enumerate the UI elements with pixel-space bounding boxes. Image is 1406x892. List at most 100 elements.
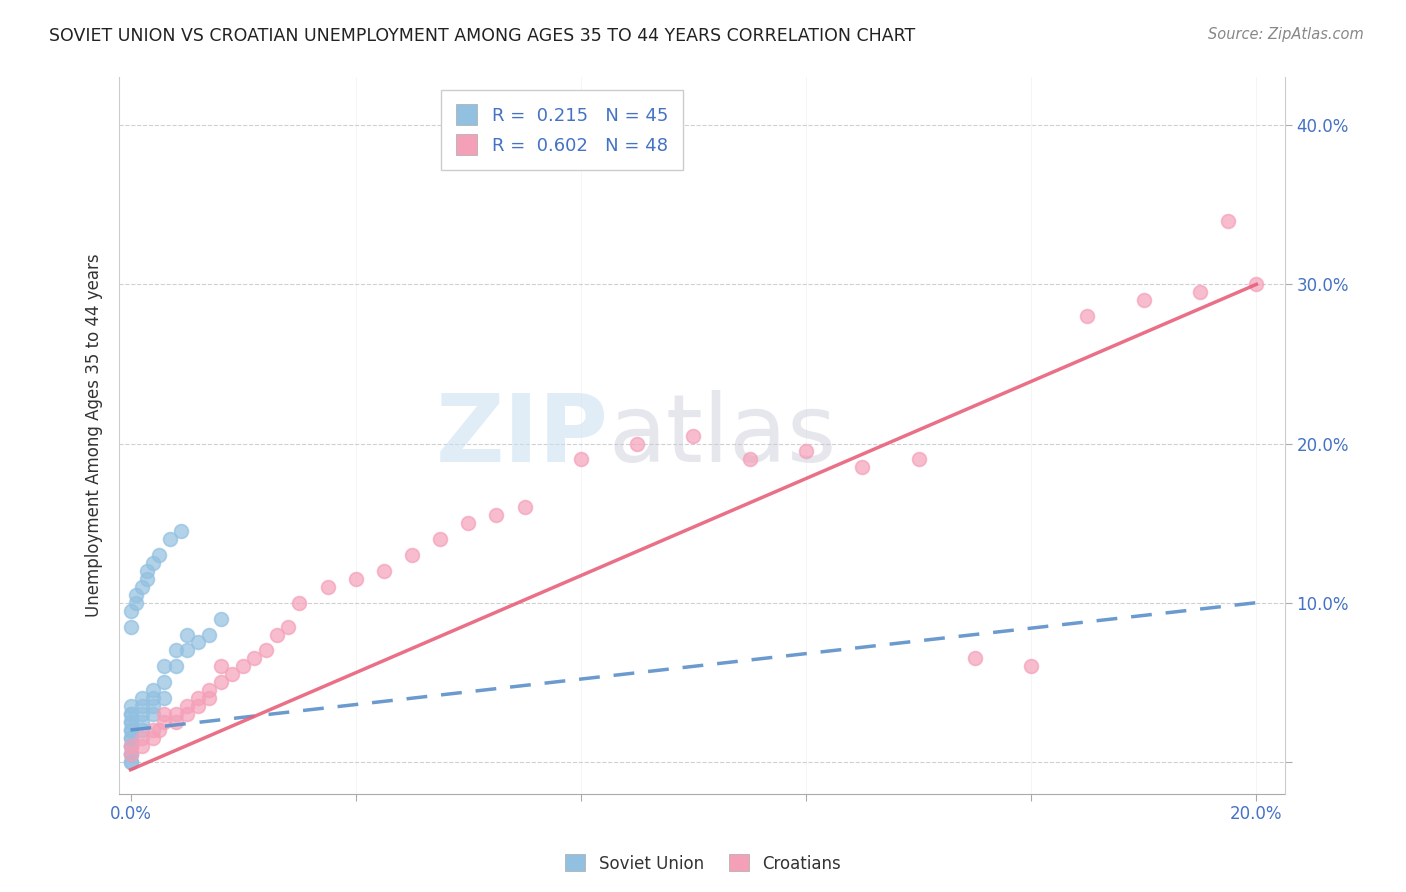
- Point: [136, 572, 159, 586]
- Point: [120, 707, 142, 722]
- Point: [187, 691, 209, 706]
- Point: [148, 723, 170, 737]
- Point: [170, 524, 193, 538]
- Point: [907, 452, 929, 467]
- Text: SOVIET UNION VS CROATIAN UNEMPLOYMENT AMONG AGES 35 TO 44 YEARS CORRELATION CHAR: SOVIET UNION VS CROATIAN UNEMPLOYMENT AM…: [49, 27, 915, 45]
- Point: [457, 516, 479, 530]
- Point: [131, 739, 153, 753]
- Point: [120, 739, 142, 753]
- Point: [485, 508, 508, 523]
- Point: [373, 564, 395, 578]
- Point: [120, 699, 142, 714]
- Point: [513, 500, 536, 515]
- Legend: Soviet Union, Croatians: Soviet Union, Croatians: [558, 847, 848, 880]
- Point: [429, 532, 451, 546]
- Point: [569, 452, 592, 467]
- Point: [288, 596, 311, 610]
- Point: [125, 588, 148, 602]
- Point: [176, 627, 198, 641]
- Point: [1133, 293, 1156, 308]
- Point: [131, 580, 153, 594]
- Point: [176, 699, 198, 714]
- Point: [142, 683, 165, 698]
- Point: [626, 436, 648, 450]
- Point: [187, 699, 209, 714]
- Point: [401, 548, 423, 562]
- Point: [120, 714, 142, 729]
- Point: [198, 627, 221, 641]
- Point: [794, 444, 817, 458]
- Point: [131, 699, 153, 714]
- Text: atlas: atlas: [609, 390, 837, 482]
- Point: [120, 619, 142, 633]
- Point: [232, 659, 254, 673]
- Point: [120, 723, 142, 737]
- Point: [738, 452, 761, 467]
- Point: [153, 714, 176, 729]
- Point: [316, 580, 339, 594]
- Point: [221, 667, 243, 681]
- Point: [165, 714, 187, 729]
- Point: [165, 643, 187, 657]
- Point: [1076, 309, 1098, 323]
- Point: [142, 707, 165, 722]
- Point: [120, 731, 142, 745]
- Legend: R =  0.215   N = 45, R =  0.602   N = 48: R = 0.215 N = 45, R = 0.602 N = 48: [441, 90, 683, 169]
- Point: [176, 707, 198, 722]
- Point: [1019, 659, 1042, 673]
- Point: [120, 747, 142, 761]
- Point: [120, 723, 142, 737]
- Point: [198, 683, 221, 698]
- Point: [142, 691, 165, 706]
- Point: [153, 675, 176, 690]
- Point: [153, 691, 176, 706]
- Point: [120, 747, 142, 761]
- Point: [120, 747, 142, 761]
- Point: [131, 691, 153, 706]
- Point: [142, 556, 165, 570]
- Point: [243, 651, 266, 665]
- Point: [131, 723, 153, 737]
- Point: [136, 564, 159, 578]
- Point: [277, 619, 299, 633]
- Text: ZIP: ZIP: [436, 390, 609, 482]
- Point: [148, 548, 170, 562]
- Point: [176, 643, 198, 657]
- Y-axis label: Unemployment Among Ages 35 to 44 years: Unemployment Among Ages 35 to 44 years: [86, 253, 103, 617]
- Point: [120, 731, 142, 745]
- Point: [120, 755, 142, 769]
- Point: [131, 731, 153, 745]
- Point: [120, 707, 142, 722]
- Point: [344, 572, 367, 586]
- Point: [209, 675, 232, 690]
- Point: [209, 611, 232, 625]
- Point: [963, 651, 986, 665]
- Point: [1189, 285, 1212, 300]
- Point: [1246, 277, 1268, 292]
- Point: [142, 699, 165, 714]
- Point: [198, 691, 221, 706]
- Point: [142, 731, 165, 745]
- Point: [682, 428, 704, 442]
- Point: [125, 596, 148, 610]
- Point: [120, 714, 142, 729]
- Point: [153, 707, 176, 722]
- Point: [165, 707, 187, 722]
- Point: [159, 532, 181, 546]
- Point: [120, 604, 142, 618]
- Point: [120, 755, 142, 769]
- Point: [266, 627, 288, 641]
- Point: [120, 739, 142, 753]
- Point: [131, 714, 153, 729]
- Point: [153, 659, 176, 673]
- Point: [187, 635, 209, 649]
- Point: [851, 460, 873, 475]
- Point: [120, 739, 142, 753]
- Point: [165, 659, 187, 673]
- Point: [254, 643, 277, 657]
- Point: [131, 707, 153, 722]
- Point: [209, 659, 232, 673]
- Text: Source: ZipAtlas.com: Source: ZipAtlas.com: [1208, 27, 1364, 42]
- Point: [1218, 213, 1240, 227]
- Point: [142, 723, 165, 737]
